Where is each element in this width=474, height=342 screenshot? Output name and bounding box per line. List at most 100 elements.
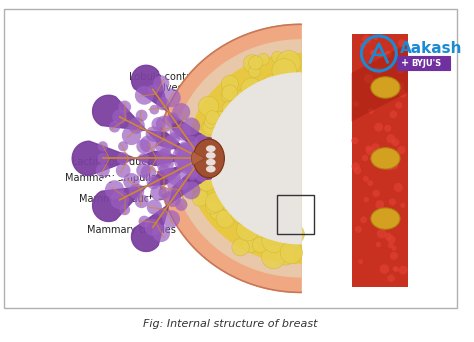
Circle shape [360,43,366,49]
Circle shape [280,241,302,264]
Circle shape [206,192,226,212]
Circle shape [390,252,398,260]
Circle shape [216,210,235,228]
Circle shape [189,157,203,172]
Ellipse shape [206,145,216,152]
Circle shape [170,127,181,139]
Circle shape [138,153,149,164]
Circle shape [272,51,283,63]
Text: +: + [401,58,409,68]
Polygon shape [186,53,301,263]
Circle shape [193,182,208,196]
Circle shape [221,193,239,211]
Circle shape [351,137,358,144]
Circle shape [146,176,160,189]
Circle shape [362,155,368,161]
Circle shape [249,56,263,70]
Circle shape [353,101,359,107]
Bar [277,195,314,234]
Polygon shape [209,73,301,244]
Circle shape [397,86,404,93]
Circle shape [399,90,406,97]
Text: Aakash: Aakash [400,41,463,56]
Circle shape [262,74,286,99]
Wedge shape [191,152,205,165]
Circle shape [116,163,130,178]
Circle shape [160,147,171,158]
Circle shape [163,210,180,228]
Circle shape [167,112,179,124]
Circle shape [179,157,196,174]
Circle shape [206,146,218,158]
Circle shape [377,229,386,238]
Circle shape [234,89,256,111]
Ellipse shape [371,148,400,169]
Circle shape [136,163,151,178]
Circle shape [243,55,261,72]
Polygon shape [157,24,301,292]
Circle shape [227,199,239,212]
Circle shape [168,172,181,185]
Circle shape [199,96,219,116]
Circle shape [201,119,219,137]
Text: Lobe: Lobe [179,134,259,144]
Text: Lobule containing
alveoli: Lobule containing alveoli [129,72,269,97]
Circle shape [105,180,124,199]
Circle shape [397,66,404,74]
Text: Mammary duct: Mammary duct [80,194,230,204]
Circle shape [360,216,367,223]
Circle shape [384,51,391,57]
Circle shape [392,266,398,271]
Circle shape [140,135,157,153]
Circle shape [167,176,183,192]
Circle shape [123,173,140,189]
Circle shape [204,171,221,187]
Circle shape [144,219,161,236]
Polygon shape [352,44,408,121]
Bar [352,34,408,287]
Circle shape [367,180,373,186]
Circle shape [221,75,238,93]
Circle shape [156,156,174,173]
Circle shape [177,157,191,171]
Circle shape [149,105,159,115]
Circle shape [380,264,389,274]
Circle shape [372,78,379,86]
Circle shape [395,102,402,109]
Circle shape [174,153,190,170]
Circle shape [198,145,222,169]
Circle shape [98,141,108,152]
Circle shape [153,75,169,92]
Circle shape [206,110,219,124]
Circle shape [179,141,189,151]
Circle shape [118,141,128,152]
Circle shape [365,145,372,152]
Circle shape [371,50,377,56]
Polygon shape [92,95,211,179]
Circle shape [364,74,373,83]
Circle shape [397,146,406,154]
Circle shape [363,176,369,182]
Circle shape [172,103,190,121]
Circle shape [400,203,405,208]
Circle shape [392,139,400,146]
Circle shape [202,136,224,157]
Ellipse shape [206,166,216,172]
Circle shape [222,85,237,101]
Circle shape [198,173,216,191]
Circle shape [354,167,361,174]
Polygon shape [131,146,219,251]
Circle shape [355,226,362,233]
Circle shape [203,119,219,135]
Circle shape [373,67,379,74]
Polygon shape [173,40,301,277]
Circle shape [187,171,197,180]
Circle shape [152,117,165,131]
Circle shape [215,188,229,202]
Circle shape [237,219,259,241]
Circle shape [221,90,233,102]
Circle shape [186,163,200,177]
Circle shape [156,116,173,132]
Circle shape [129,184,144,199]
Circle shape [155,149,173,168]
